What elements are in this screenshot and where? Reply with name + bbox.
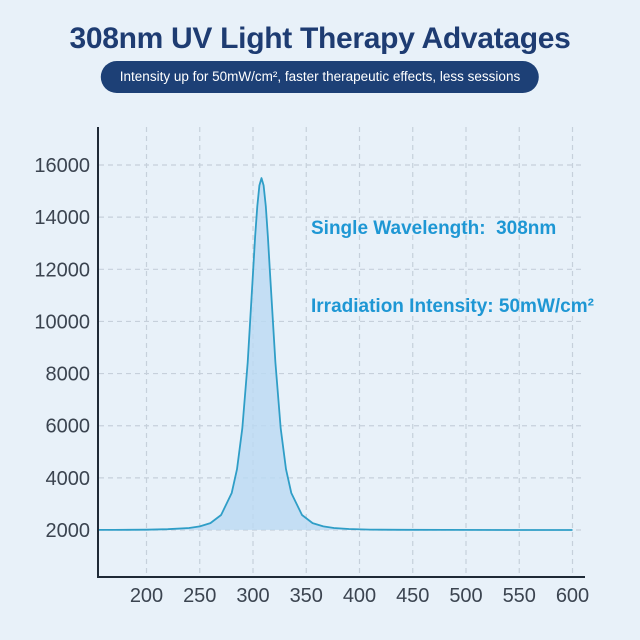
x-tick-label: 550 [503, 585, 536, 607]
x-tick-label: 450 [396, 585, 429, 607]
y-tick-label: 6000 [46, 416, 91, 438]
x-tick-label: 250 [183, 585, 216, 607]
subtitle-text: Intensity up for 50mW/cm², faster therap… [119, 69, 521, 84]
chart-annotation: Single Wavelength: 308nm Irradiation Int… [311, 164, 594, 372]
grid-lines [99, 127, 585, 576]
y-tick-label: 14000 [34, 207, 90, 229]
x-tick-label: 400 [343, 585, 376, 607]
x-tick-label: 200 [130, 585, 163, 607]
y-tick-label: 2000 [46, 520, 91, 542]
x-tick-label: 300 [236, 585, 269, 607]
x-tick-label: 500 [449, 585, 482, 607]
annotation-intensity: Irradiation Intensity: 50mW/cm² [311, 296, 594, 317]
x-tick-label: 600 [556, 585, 589, 607]
axes [97, 127, 585, 578]
y-tick-label: 8000 [46, 364, 91, 386]
y-tick-label: 10000 [34, 311, 90, 333]
y-tick-label: 16000 [34, 155, 90, 177]
subtitle-banner: Intensity up for 50mW/cm², faster therap… [100, 61, 540, 93]
spectrum-curve [98, 177, 573, 531]
y-tick-label: 4000 [46, 468, 91, 490]
y-tick-label: 12000 [34, 259, 90, 281]
page-title: 308nm UV Light Therapy Advatages [69, 22, 571, 55]
annotation-wavelength: Single Wavelength: 308nm [311, 218, 557, 239]
x-tick-label: 350 [290, 585, 323, 607]
